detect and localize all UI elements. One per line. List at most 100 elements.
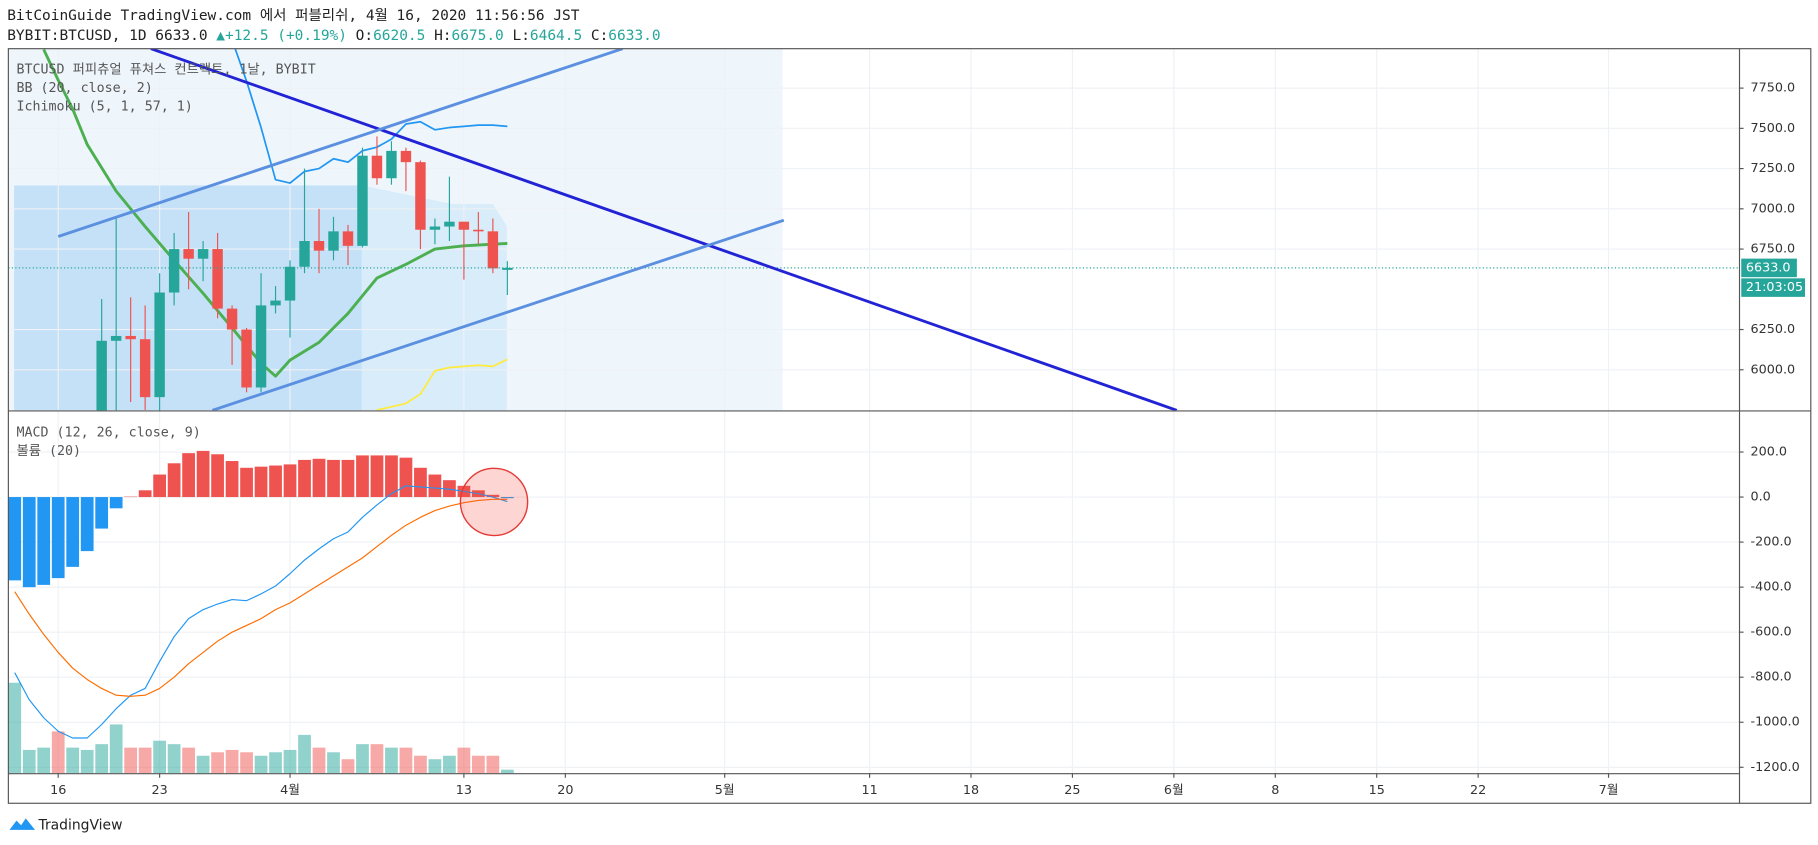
x-tick-label: 6월 xyxy=(1164,783,1184,798)
x-tick-label: 13 xyxy=(456,783,472,798)
change-arrow: ▲ xyxy=(216,28,225,44)
candle-body xyxy=(502,267,513,270)
y-tick-label: 7000.0 xyxy=(1751,201,1796,216)
last-price-tag xyxy=(1741,258,1797,278)
candle-body xyxy=(168,249,180,293)
histogram-bar xyxy=(109,497,123,509)
candle-body xyxy=(270,300,281,306)
histogram-bar xyxy=(225,461,239,498)
histogram-bar xyxy=(51,497,65,579)
legend: BB (20, close, 2) xyxy=(16,81,152,96)
histogram-bar xyxy=(486,494,500,498)
volume-bar xyxy=(399,747,413,774)
series-line xyxy=(14,498,508,697)
histogram-bar xyxy=(211,454,224,498)
volume-bar xyxy=(225,749,239,774)
candle-body xyxy=(125,335,136,340)
volume-bar xyxy=(196,755,210,774)
histogram-bar xyxy=(8,497,22,581)
histogram-bar xyxy=(22,497,36,588)
histogram-bar xyxy=(399,457,413,498)
change: +12.5 (+0.19%) xyxy=(225,28,347,44)
histogram-bar xyxy=(37,497,51,585)
trend-line xyxy=(57,48,624,238)
ohlc-value: 6633.0 xyxy=(608,28,660,44)
x-tick-label: 11 xyxy=(861,783,877,798)
symbol-info: BYBIT:BTCUSD, 1D 6633.0 ▲+12.5 (+0.19%) … xyxy=(7,28,660,44)
candle-body xyxy=(458,221,470,230)
histogram-bar xyxy=(283,464,297,498)
candle-body xyxy=(415,162,426,230)
legend: 볼륨 (20) xyxy=(16,443,81,459)
x-tick-label: 15 xyxy=(1369,783,1385,798)
volume-bar xyxy=(327,752,340,774)
x-tick-label: 4월 xyxy=(280,783,300,798)
series-line xyxy=(234,48,508,184)
series-line xyxy=(376,358,508,411)
legend: Ichimoku (5, 1, 57, 1) xyxy=(16,100,192,115)
x-tick-label: 16 xyxy=(50,783,66,798)
ohlc-key: C: xyxy=(591,28,608,44)
volume-bar xyxy=(51,731,65,774)
volume-bar xyxy=(254,755,268,774)
candle-body xyxy=(154,292,165,398)
countdown-tag xyxy=(1741,278,1806,297)
candle-body xyxy=(328,231,339,251)
volume-bar xyxy=(472,755,485,774)
publish-info: BitCoinGuide TradingView.com 에서 퍼블리쉬, 4월… xyxy=(7,7,580,24)
histogram-bar xyxy=(182,453,195,498)
histogram-bar xyxy=(370,455,384,498)
histogram-bar xyxy=(298,459,311,498)
histogram-bar xyxy=(138,490,152,498)
candle-body xyxy=(226,308,238,330)
y-tick-label: 6250.0 xyxy=(1751,322,1796,337)
histogram-bar xyxy=(414,467,427,498)
volume-bar xyxy=(211,752,224,774)
candle-body xyxy=(284,266,296,301)
histogram-bar xyxy=(269,465,282,498)
volume-bar xyxy=(283,749,297,774)
volume-bar xyxy=(312,747,326,774)
x-tick-label: 18 xyxy=(963,783,979,798)
candle-body xyxy=(444,221,455,227)
price-plot xyxy=(8,48,1739,411)
volume-bar xyxy=(8,682,22,774)
volume-bar xyxy=(80,749,94,774)
volume-bar xyxy=(138,747,152,774)
y-tick-label: 7750.0 xyxy=(1751,81,1796,96)
price-decor xyxy=(8,48,783,411)
y-tick-label: 0.0 xyxy=(1751,490,1771,505)
volume-bar xyxy=(182,747,195,774)
histogram-bar xyxy=(80,497,94,552)
candle-body xyxy=(429,226,441,230)
volume-bar xyxy=(95,744,109,774)
series-line xyxy=(42,48,508,378)
candle-body xyxy=(212,249,223,309)
x-tick-label: 8 xyxy=(1271,783,1279,798)
histogram-bar xyxy=(385,455,398,498)
histogram-bar xyxy=(196,450,210,498)
ohlc-value: 6620.5 xyxy=(373,28,425,44)
ohlc-value: 6675.0 xyxy=(451,28,503,44)
volume-bar xyxy=(109,724,123,774)
x-tick-label: 22 xyxy=(1470,783,1486,798)
candle-body xyxy=(473,229,484,232)
brand: TradingView xyxy=(37,817,122,833)
volume-bar xyxy=(500,769,514,774)
histogram-bar xyxy=(66,497,80,567)
histogram-bar xyxy=(153,474,167,498)
logo-icon xyxy=(9,818,36,830)
volume-bar xyxy=(341,759,355,774)
x-tick-label: 5월 xyxy=(715,783,735,798)
candle-body xyxy=(110,335,122,341)
y-tick-label: -200.0 xyxy=(1751,535,1792,550)
y-tick-label: -600.0 xyxy=(1751,625,1792,640)
candle-body xyxy=(313,241,325,251)
candle-body xyxy=(197,249,209,259)
ohlc-value: 6464.5 xyxy=(530,28,582,44)
histogram-bar xyxy=(95,497,109,529)
x-tick-label: 23 xyxy=(152,783,168,798)
x-tick-label: 20 xyxy=(557,783,573,798)
histogram-bar xyxy=(167,463,181,498)
histogram-bar xyxy=(356,455,369,498)
